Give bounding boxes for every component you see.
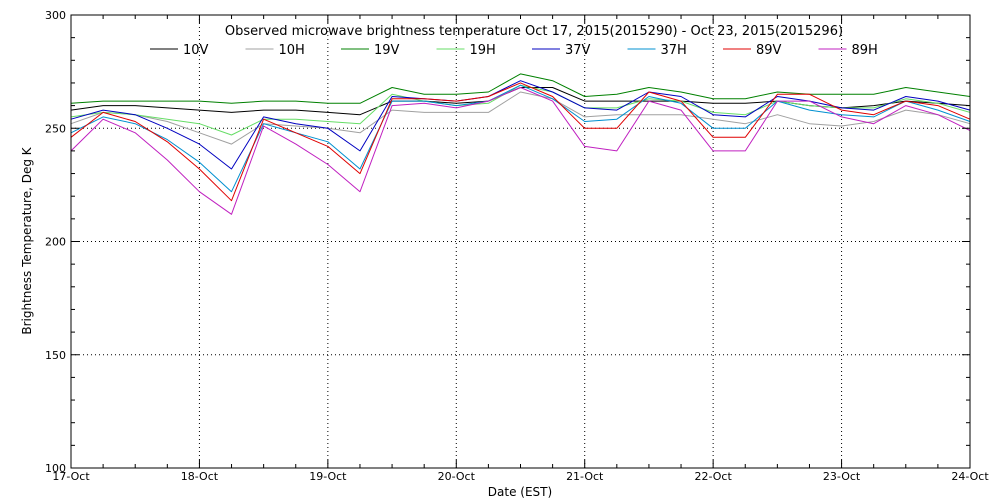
x-tick-label: 18-Oct: [181, 470, 219, 483]
x-tick-label: 22-Oct: [694, 470, 732, 483]
y-tick-label: 200: [45, 236, 66, 249]
legend-label-37h: 37H: [661, 43, 687, 58]
tick-layer: 100 150 200 250 300 17-Oct 18-Oct 19-Oct 20-Oct 2…: [45, 9, 989, 483]
chart-title: Observed microwave brightness temperatur…: [225, 24, 843, 39]
y-tick-label: 150: [45, 349, 66, 362]
y-tick-label: 250: [45, 122, 66, 135]
series-layer: [70, 73, 971, 215]
series-line-37h: [70, 84, 971, 193]
legend-label-19h: 19H: [470, 43, 496, 58]
y-tick-label: 300: [45, 9, 66, 22]
legend-label-37v: 37V: [565, 43, 591, 58]
legend-label-89v: 89V: [756, 43, 782, 58]
series-line-10h: [70, 91, 971, 145]
legend-label-19v: 19V: [374, 43, 400, 58]
x-tick-label: 20-Oct: [438, 470, 476, 483]
x-tick-label: 23-Oct: [823, 470, 861, 483]
legend-label-10h: 10H: [279, 43, 305, 58]
x-tick-label: 24-Oct: [951, 470, 989, 483]
series-line-19v: [70, 73, 971, 104]
y-tick-label: 100: [45, 462, 66, 475]
legend-label-10v: 10V: [183, 43, 209, 58]
x-tick-label: 21-Oct: [566, 470, 604, 483]
series-line-89v: [70, 82, 971, 202]
legend-label-89h: 89H: [852, 43, 878, 58]
series-line-37v: [70, 80, 971, 170]
y-axis-label: Brightness Temperature, Deg K: [20, 146, 34, 334]
series-line-89h: [70, 87, 971, 215]
x-tick-label: 17-Oct: [52, 470, 90, 483]
x-axis-label: Date (EST): [488, 485, 552, 499]
legend-layer: 10V 10H 19V 19H 37V 37H 89V 89H: [150, 43, 878, 58]
x-tick-label: 19-Oct: [309, 470, 347, 483]
